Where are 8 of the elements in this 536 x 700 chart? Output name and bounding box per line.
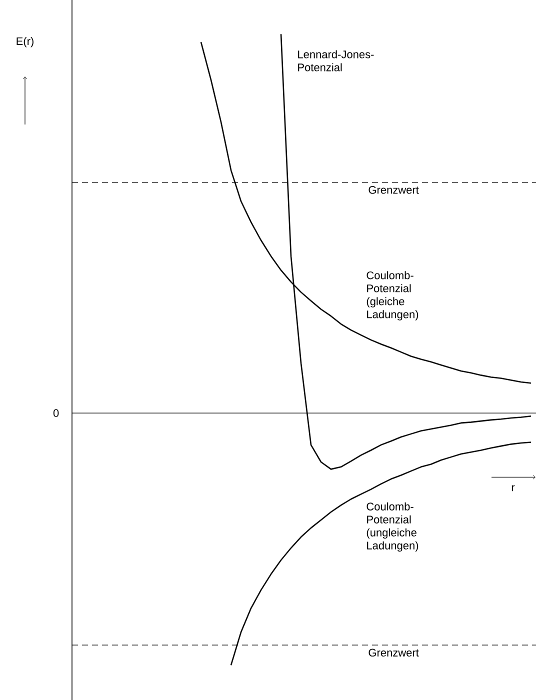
series-label: Coulomb-Potenzial (gleiche Ladungen) bbox=[366, 271, 418, 320]
y-axis-title: E(r) bbox=[16, 37, 34, 48]
series-label: Coulomb-Potenzial (ungleiche Ladungen) bbox=[366, 502, 418, 552]
ref-line-label: Grenzwert bbox=[368, 186, 419, 194]
x-axis-title: r bbox=[512, 485, 515, 492]
ref-line-label: Grenzwert bbox=[368, 648, 419, 657]
series-label: Lennard-Jones-Potenzial bbox=[298, 50, 374, 72]
ref-line-label: 0 bbox=[53, 409, 59, 417]
